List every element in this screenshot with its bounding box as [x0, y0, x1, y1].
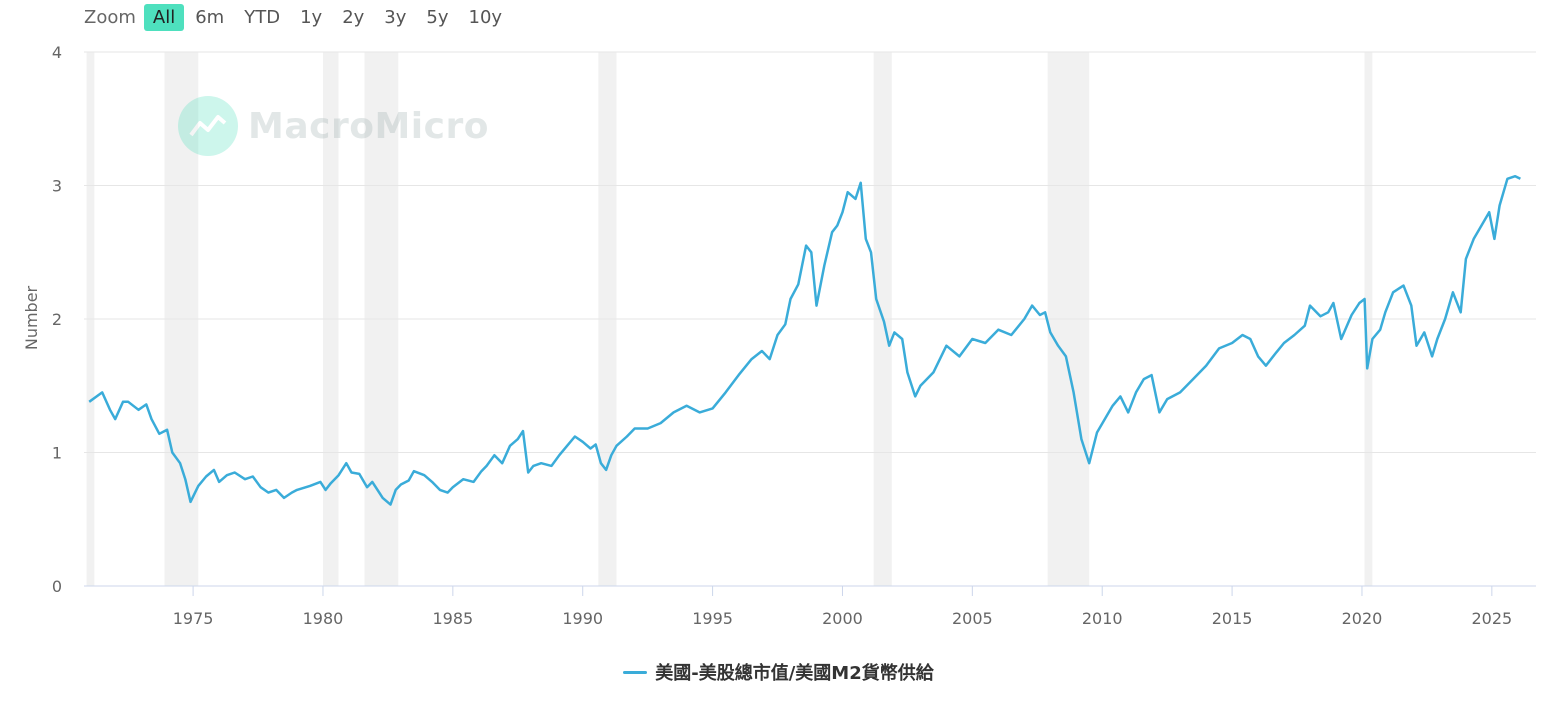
x-tick-label: 1975 [173, 609, 214, 628]
macromicro-logo-icon [178, 96, 238, 156]
zoom-5y-button[interactable]: 5y [426, 6, 449, 28]
y-tick-label: 0 [52, 577, 62, 596]
y-tick-label: 4 [52, 43, 62, 62]
x-tick-label: 2000 [822, 609, 863, 628]
zoom-6m-button[interactable]: 6m [195, 6, 225, 28]
legend-line-icon [623, 670, 648, 674]
x-tick-label: 2015 [1212, 609, 1253, 628]
y-tick-label: 3 [52, 177, 62, 196]
y-axis-title: Number [22, 285, 41, 350]
x-tick-label: 2005 [952, 609, 993, 628]
x-tick-label: 2020 [1342, 609, 1383, 628]
zoom-ytd-button[interactable]: YTD [244, 6, 281, 28]
y-axis: 0 1 2 3 4 [52, 43, 62, 596]
zoom-3y-button[interactable]: 3y [384, 6, 407, 28]
zoom-2y-button[interactable]: 2y [342, 6, 365, 28]
y-tick-label: 1 [52, 444, 62, 463]
watermark-text: MacroMicro [248, 105, 489, 147]
zoom-10y-button[interactable]: 10y [468, 6, 503, 28]
x-tick-label: 1980 [303, 609, 344, 628]
zoom-1y-button[interactable]: 1y [300, 6, 323, 28]
watermark: MacroMicro [178, 96, 489, 156]
x-axis: 1975 1980 1985 1990 1995 2000 2005 2010 2015 2020… [173, 586, 1512, 628]
zoom-all-button[interactable]: All [143, 3, 185, 31]
legend[interactable]: 美國-美股總市值/美國M2貨幣供給 [0, 659, 1557, 685]
zoom-label: Zoom [84, 6, 136, 28]
series-line[interactable] [88, 174, 1521, 506]
x-tick-label: 1995 [692, 609, 733, 628]
x-tick-label: 2010 [1082, 609, 1123, 628]
grid-lines [84, 51, 1536, 587]
x-tick-label: 2025 [1471, 609, 1512, 628]
legend-label: 美國-美股總市值/美國M2貨幣供給 [655, 663, 934, 684]
x-tick-label: 1985 [432, 609, 473, 628]
y-tick-label: 2 [52, 310, 62, 329]
zoom-bar: Zoom All 6m YTD 1y 2y 3y 5y 10y [84, 2, 513, 32]
x-tick-label: 1990 [562, 609, 603, 628]
